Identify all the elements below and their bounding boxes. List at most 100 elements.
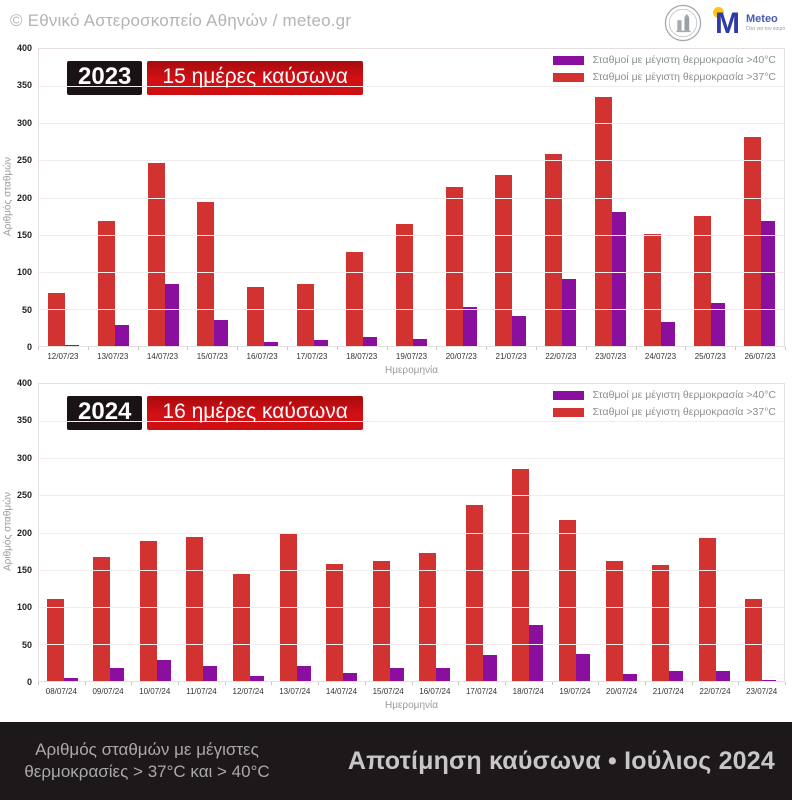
x-tick-label: 17/07/24 (465, 687, 498, 696)
meteo-sun-dot-icon (713, 7, 724, 18)
bar-gt40 (110, 668, 125, 681)
x-tick-mark (87, 347, 89, 350)
x-tick-mark (38, 682, 39, 685)
legend-swatch-purple-icon (552, 390, 584, 400)
bar-gt37 (139, 540, 157, 681)
bar-gt40 (622, 674, 637, 681)
bar-gt40 (436, 667, 451, 681)
bar-gt37 (694, 216, 712, 346)
bar-gt40 (413, 338, 428, 346)
x-axis-ticks (38, 347, 786, 351)
x-tick-mark (131, 682, 133, 685)
x-tick-label: 19/07/24 (559, 687, 591, 696)
x-tick-mark (287, 347, 288, 350)
bar-gt40 (711, 302, 726, 346)
bar-gt40 (313, 340, 328, 346)
y-tick-label: 150 (16, 564, 32, 575)
x-tick-label: 15/07/23 (196, 352, 228, 361)
legend-swatch-red-icon (552, 72, 584, 82)
y-tick-label: 200 (16, 192, 32, 203)
observatory-seal-icon (664, 4, 702, 42)
y-axis-ticks: 400 350 300 250 200 150 100 50 0 (0, 43, 34, 352)
bar-gt40 (363, 337, 378, 346)
bar-group (585, 49, 635, 346)
bar-gt40 (715, 670, 730, 681)
legend-label-gt37: Σταθμοί με μέγιστη θερμοκρασία >37°C (592, 71, 776, 83)
x-tick-label: 15/07/24 (372, 687, 404, 696)
y-tick-label: 250 (16, 490, 32, 501)
gridline (39, 271, 784, 273)
x-tick-mark (551, 682, 553, 685)
bar-group (412, 384, 459, 681)
gridline (39, 569, 784, 571)
gridline (39, 308, 784, 310)
x-tick-mark (691, 682, 693, 685)
footer-description-line1: Αριθμός σταθμών με μέγιστες (35, 740, 259, 760)
y-tick-label: 250 (16, 155, 32, 166)
x-tick-mark (585, 347, 587, 350)
x-tick-mark (336, 347, 338, 350)
y-tick-label: 50 (21, 304, 32, 315)
y-tick-label: 0 (26, 342, 32, 352)
bar-gt40 (512, 316, 527, 346)
x-tick-label: 14/07/23 (146, 352, 179, 361)
x-axis-labels: 12/07/23 13/07/23 14/07/23 15/07/23 16/07/23… (38, 352, 785, 361)
x-tick-mark (38, 347, 39, 350)
gridline (39, 606, 784, 608)
x-tick-label: 10/07/24 (139, 687, 171, 696)
x-tick-label: 09/07/24 (92, 687, 124, 696)
bar-group (691, 384, 738, 681)
year-badge: 2023 (67, 61, 143, 95)
footer-title: Αποτίμηση καύσωνα • Ιούλιος 2024 (347, 746, 775, 775)
bar-gt40 (562, 279, 577, 346)
bar-group (225, 384, 272, 681)
footer-description-line2: θερμοκρασίες > 37°C και > 40°C (24, 762, 270, 781)
bar-gt40 (63, 678, 78, 681)
y-tick-label: 400 (16, 43, 32, 53)
x-tick-mark (738, 682, 740, 685)
bar-group (505, 384, 552, 681)
x-tick-label: 25/07/23 (694, 352, 726, 361)
gridline (39, 532, 784, 534)
x-tick-mark (318, 682, 320, 685)
x-tick-label: 17/07/23 (296, 352, 328, 361)
x-tick-mark (224, 682, 226, 685)
x-tick-label: 24/07/23 (644, 352, 677, 361)
meteo-logo-text: Meteo (746, 13, 778, 25)
x-tick-mark (84, 682, 86, 685)
y-tick-label: 100 (16, 602, 32, 613)
footer: Αριθμός σταθμών με μέγιστες θερμοκρασίες… (0, 722, 792, 800)
bar-group (138, 49, 188, 346)
gridline (39, 643, 784, 645)
bar-gt37 (247, 286, 265, 346)
legend-item-gt40: Σταθμοί με μέγιστη θερμοκρασία >40°C (552, 54, 776, 66)
x-axis-title: Ημερομηνία (384, 365, 439, 376)
y-tick-label: 100 (16, 267, 32, 278)
y-tick-label: 150 (16, 229, 32, 240)
x-tick-mark (271, 682, 273, 685)
bar-group (89, 49, 139, 346)
bar-gt37 (558, 519, 576, 681)
x-tick-mark (411, 682, 413, 685)
y-tick-label: 350 (16, 415, 32, 426)
x-tick-label: 19/07/23 (395, 352, 428, 361)
bar-gt37 (512, 469, 530, 681)
x-tick-label: 26/07/23 (744, 352, 776, 361)
x-tick-label: 18/07/23 (346, 352, 378, 361)
x-tick-mark (735, 347, 737, 350)
bar-gt37 (652, 565, 670, 681)
bar-group (644, 384, 691, 681)
bar-gt40 (482, 655, 497, 681)
x-tick-label: 13/07/23 (97, 352, 129, 361)
bar-gt40 (65, 344, 80, 346)
plot-area: 2024 16 ημέρες καύσωνα Σταθμοί με μέγιστ… (38, 383, 785, 682)
x-tick-label: 20/07/23 (445, 352, 477, 361)
bar-gt37 (465, 505, 483, 681)
legend-label-gt37: Σταθμοί με μέγιστη θερμοκρασία >37°C (592, 406, 776, 418)
bar-gt40 (343, 672, 358, 681)
x-tick-mark (187, 347, 189, 350)
y-tick-label: 50 (21, 639, 32, 650)
y-tick-label: 300 (16, 117, 32, 128)
bar-gt37 (743, 136, 761, 346)
gridline (39, 458, 784, 460)
